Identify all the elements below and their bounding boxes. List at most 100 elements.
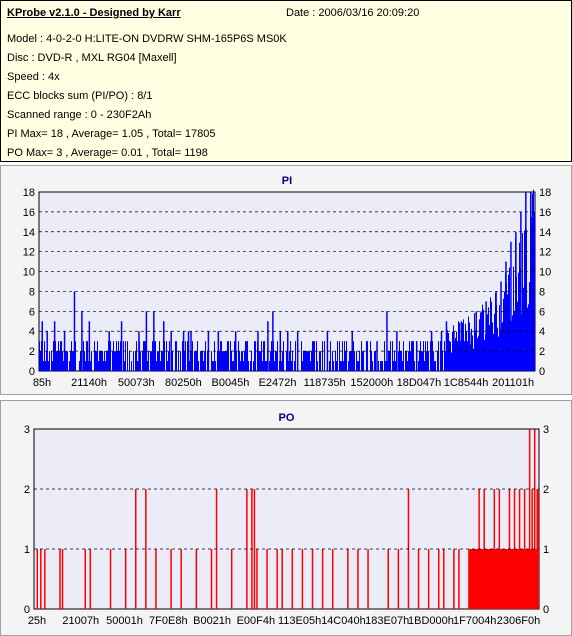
pi-bar xyxy=(488,307,489,371)
po-chart: PO 0 0 1 1 2 2 3 3 25h 21007h 50001h 7F0E8h B0021h E00… xyxy=(24,412,549,627)
pi-spike xyxy=(120,321,123,371)
x-tick-label: B0021h xyxy=(193,615,231,627)
pi-chart-panel: PI 0 0 2 2 4 4 6 6 8 8 10 10 12 12 14 14 16 16 18 18 85h 21140… xyxy=(0,165,572,395)
pi-bar xyxy=(56,351,57,371)
pi-bar xyxy=(359,351,360,371)
pi-bar xyxy=(250,361,251,371)
pi-bar xyxy=(445,351,446,371)
pi-bar xyxy=(455,337,456,371)
pi-bar xyxy=(242,351,243,371)
pi-spike xyxy=(217,331,220,371)
x-tick-label: 80250h xyxy=(165,377,202,389)
po-spike xyxy=(276,549,278,609)
po-spike xyxy=(367,549,369,609)
pi-bar xyxy=(83,341,84,371)
pi-bar xyxy=(380,361,381,371)
x-tick-label: 1F7004h xyxy=(453,615,496,627)
pi-bar xyxy=(478,335,479,371)
pi-bar xyxy=(236,351,237,371)
pi-bar xyxy=(248,361,249,371)
pi-bar xyxy=(514,310,515,371)
pi-bar xyxy=(142,351,143,371)
po-spike xyxy=(291,549,294,609)
pi-spike xyxy=(138,331,140,371)
po-spike xyxy=(266,549,268,609)
pi-bar xyxy=(213,361,214,371)
pi-bar xyxy=(147,361,148,371)
pi-bar xyxy=(469,322,470,371)
pi-bar xyxy=(178,351,179,371)
pi-bar xyxy=(261,341,262,371)
pi-bar xyxy=(227,341,228,371)
pi-bar xyxy=(392,341,393,371)
pi-bar xyxy=(289,351,290,371)
pi-bar xyxy=(65,351,66,371)
pi-bar xyxy=(197,341,198,371)
pi-bar xyxy=(316,341,317,371)
pi-summary: PI Max= 18 , Average= 1.05 , Total= 1780… xyxy=(7,128,216,140)
pi-bar xyxy=(508,274,509,371)
pi-bar xyxy=(340,361,341,371)
chart-title: PI xyxy=(282,175,292,187)
pi-bar xyxy=(509,267,510,371)
pi-bar xyxy=(113,341,114,371)
pi-bar xyxy=(497,327,498,371)
pi-bar xyxy=(276,351,277,371)
pi-bar xyxy=(254,341,255,371)
pi-bar xyxy=(96,351,97,371)
pi-spike xyxy=(515,231,517,371)
pi-bar xyxy=(86,341,87,371)
pi-bar xyxy=(232,361,233,371)
pi-bar xyxy=(61,341,62,371)
pi-bar xyxy=(468,316,469,371)
pi-bar xyxy=(73,351,74,371)
po-summary: PO Max= 3 , Average= 0.01 , Total= 1198 xyxy=(7,147,208,159)
pi-bar xyxy=(220,341,221,371)
pi-spike xyxy=(485,301,487,371)
pi-bar xyxy=(349,351,350,371)
pi-bar xyxy=(167,361,168,371)
pi-bar xyxy=(98,361,99,371)
pi-bar xyxy=(370,341,371,371)
pi-bar xyxy=(527,307,528,371)
pi-bar xyxy=(219,351,220,371)
pi-bar xyxy=(115,351,116,371)
y-tick-label-right: 2 xyxy=(543,484,549,496)
po-spike xyxy=(347,549,349,609)
x-tick-label: 21007h xyxy=(62,615,99,627)
pi-bar xyxy=(88,361,89,371)
pi-bar xyxy=(465,323,466,371)
pi-bar xyxy=(366,341,367,371)
pi-bar xyxy=(517,301,518,371)
pi-bar xyxy=(435,361,436,371)
pi-bar xyxy=(518,272,519,371)
drive-model: Model : 4-0-2-0 H:LITE-ON DVDRW SHM-165P… xyxy=(7,33,287,45)
po-spike xyxy=(443,549,445,609)
pi-bar xyxy=(52,361,53,371)
pi-spike xyxy=(386,311,388,371)
scan-date: Date : 2006/03/16 20:09:20 xyxy=(286,7,420,19)
pi-bar xyxy=(309,351,310,371)
scan-info-panel: KProbe v2.1.0 - Designed by Karr Date : … xyxy=(0,0,572,162)
pi-spike xyxy=(272,311,274,371)
pi-bar xyxy=(59,351,60,371)
y-tick-label: 12 xyxy=(23,247,35,259)
po-spike xyxy=(281,549,283,609)
pi-bar xyxy=(425,341,426,371)
pi-bar xyxy=(437,351,438,371)
pi-bar xyxy=(503,298,504,371)
pi-bar xyxy=(279,361,280,371)
pi-bar xyxy=(283,341,284,371)
pi-bar xyxy=(302,361,303,371)
po-spike xyxy=(256,549,258,609)
po-spike xyxy=(518,489,521,609)
x-tick-label: 25h xyxy=(28,615,46,627)
pi-bar xyxy=(412,341,413,371)
pi-bar xyxy=(314,341,315,371)
x-tick-label: 7F0E8h xyxy=(149,615,188,627)
pi-bar xyxy=(137,361,138,371)
pi-bar xyxy=(401,351,402,371)
pi-bar xyxy=(175,341,176,371)
pi-bar xyxy=(487,314,488,371)
pi-bar xyxy=(410,351,411,371)
